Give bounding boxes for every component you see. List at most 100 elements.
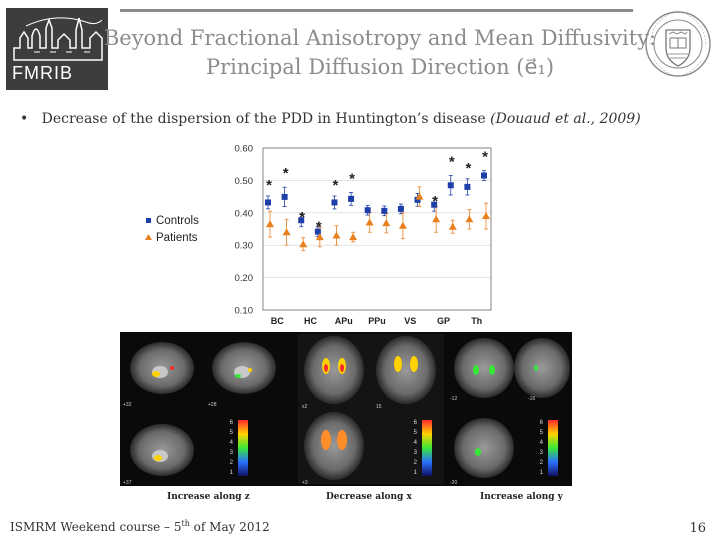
colorbar-tick-label: 2 — [414, 460, 418, 466]
bullet-text: Decrease of the dispersion of the PDD in… — [41, 111, 491, 127]
significance-star: * — [482, 149, 488, 166]
patients-point — [482, 212, 490, 220]
patients-point — [365, 218, 374, 226]
controls-point — [364, 207, 371, 214]
legend-controls-swatch — [146, 218, 151, 223]
significance-star: * — [266, 177, 272, 194]
colorbar-tick-label: 6 — [230, 420, 234, 426]
patients-point — [266, 220, 274, 228]
footer-course-text: ISMRM Weekend course – 5 — [10, 520, 182, 534]
sagittal-slices — [130, 342, 276, 476]
colorbar-tick-label: 5 — [540, 430, 544, 436]
patients-point — [332, 231, 341, 239]
coronal-slices — [454, 338, 570, 478]
controls-point — [281, 193, 288, 200]
controls-point — [348, 195, 355, 202]
patients-point — [465, 215, 474, 223]
significance-star: * — [349, 170, 355, 187]
slice-coordinate-label: -20 — [450, 480, 457, 486]
colorbar-tick-label: 1 — [540, 470, 544, 476]
colorbar-tick-label: 5 — [414, 430, 418, 436]
oxford-crest-icon — [645, 11, 711, 77]
caption-increase-z: Increase along z — [167, 492, 250, 502]
caption-decrease-x: Decrease along x — [326, 492, 412, 502]
significance-star: * — [449, 154, 455, 171]
fmrib-logo-text: FMRIB — [12, 63, 73, 83]
legend-label: Patients — [156, 232, 198, 244]
oxford-crest-logo — [644, 8, 712, 80]
title-rule — [120, 9, 633, 12]
significance-star: * — [316, 219, 322, 236]
x-category-label: HC — [304, 316, 317, 326]
slice-coordinate-label: x2 — [302, 404, 308, 410]
y-tick-label: 0.30 — [235, 241, 254, 252]
footer-course: ISMRM Weekend course – 5th of May 2012 — [10, 519, 270, 534]
slice-coordinate-label: -12 — [450, 396, 457, 402]
significance-star: * — [465, 160, 471, 177]
significance-star: * — [299, 209, 305, 226]
colorbar-tick-label: 3 — [414, 450, 418, 456]
legend-label: Controls — [156, 215, 199, 227]
colorbar-3 — [548, 420, 558, 476]
axial-slices-x — [298, 334, 444, 484]
patients-point — [415, 192, 424, 200]
colorbar-tick-label: 4 — [414, 440, 418, 446]
footer-course-end: of May 2012 — [189, 520, 270, 534]
patients-point — [398, 221, 407, 229]
colorbar-tick-label: 1 — [230, 470, 234, 476]
controls-point — [331, 199, 338, 206]
colorbar-tick-label: 2 — [540, 460, 544, 466]
colorbar-tick-label: 3 — [230, 450, 234, 456]
patients-point — [448, 222, 457, 230]
patients-point — [282, 228, 291, 236]
chart-svg: 0.60 0.50 0.40 0.30 0.20 0.10 BC HC APu PPu VS GP T… — [145, 144, 492, 326]
colorbar-2 — [422, 420, 432, 476]
slice-coordinate-label: -16 — [528, 396, 535, 402]
x-category-label: GP — [437, 316, 450, 326]
legend-patients-swatch — [145, 234, 152, 240]
slice-coordinate-label: 15 — [376, 404, 382, 410]
x-category-label: PPu — [368, 316, 386, 326]
controls-point — [397, 205, 404, 212]
colorbar-tick-label: 4 — [230, 440, 234, 446]
controls-point — [464, 183, 471, 190]
x-category-label: Th — [471, 316, 482, 326]
brain-slices-figure: 6 5 4 3 2 1 6 5 4 3 2 1 6 5 4 3 2 1 +32 +28 +37 x2 15 +3 -12 -16… — [120, 332, 572, 486]
patients-point — [299, 240, 308, 248]
plot-frame — [262, 147, 492, 311]
x-category-label: APu — [335, 316, 353, 326]
bullet-citation: (Douaud et al., 2009) — [490, 111, 641, 127]
pdd-dispersion-chart: 0.60 0.50 0.40 0.30 0.20 0.10 BC HC APu PPu VS GP T… — [140, 138, 500, 330]
fmrib-logo: FMRIB — [6, 8, 108, 90]
slice-coordinate-label: +3 — [302, 480, 308, 486]
patients-point — [382, 219, 391, 227]
slice-coordinate-label: +28 — [208, 402, 217, 408]
colorbar-tick-label: 5 — [230, 430, 234, 436]
caption-increase-y: Increase along y — [480, 492, 563, 502]
colorbar-tick-label: 2 — [230, 460, 234, 466]
colorbar-tick-label: 6 — [414, 420, 418, 426]
colorbar-1 — [238, 420, 248, 476]
significance-star: * — [283, 165, 289, 182]
controls-point — [298, 217, 305, 224]
patients-point — [349, 233, 358, 241]
footer-course-sup: th — [181, 519, 190, 528]
patients-point — [432, 215, 441, 223]
controls-point — [265, 199, 271, 206]
y-tick-label: 0.10 — [235, 306, 254, 317]
slice-coordinate-label: +32 — [123, 402, 132, 408]
significance-star: * — [333, 177, 339, 194]
controls-point — [431, 201, 438, 208]
colorbar-tick-label: 1 — [414, 470, 418, 476]
x-category-label: VS — [404, 316, 416, 326]
y-tick-label: 0.20 — [235, 273, 254, 284]
brain-slices-svg: 6 5 4 3 2 1 6 5 4 3 2 1 6 5 4 3 2 1 +32 +28 +37 x2 15 +3 -12 -16… — [123, 334, 570, 486]
x-category-label: BC — [271, 316, 284, 326]
y-tick-label: 0.60 — [235, 144, 254, 155]
title-line-2: Principal Diffusion Direction (e⃗₁) — [205, 55, 555, 79]
colorbar-tick-label: 4 — [540, 440, 544, 446]
controls-point — [447, 182, 454, 189]
fmrib-skyline-icon — [13, 17, 103, 61]
page-number: 16 — [689, 521, 706, 536]
y-tick-label: 0.40 — [235, 208, 254, 219]
